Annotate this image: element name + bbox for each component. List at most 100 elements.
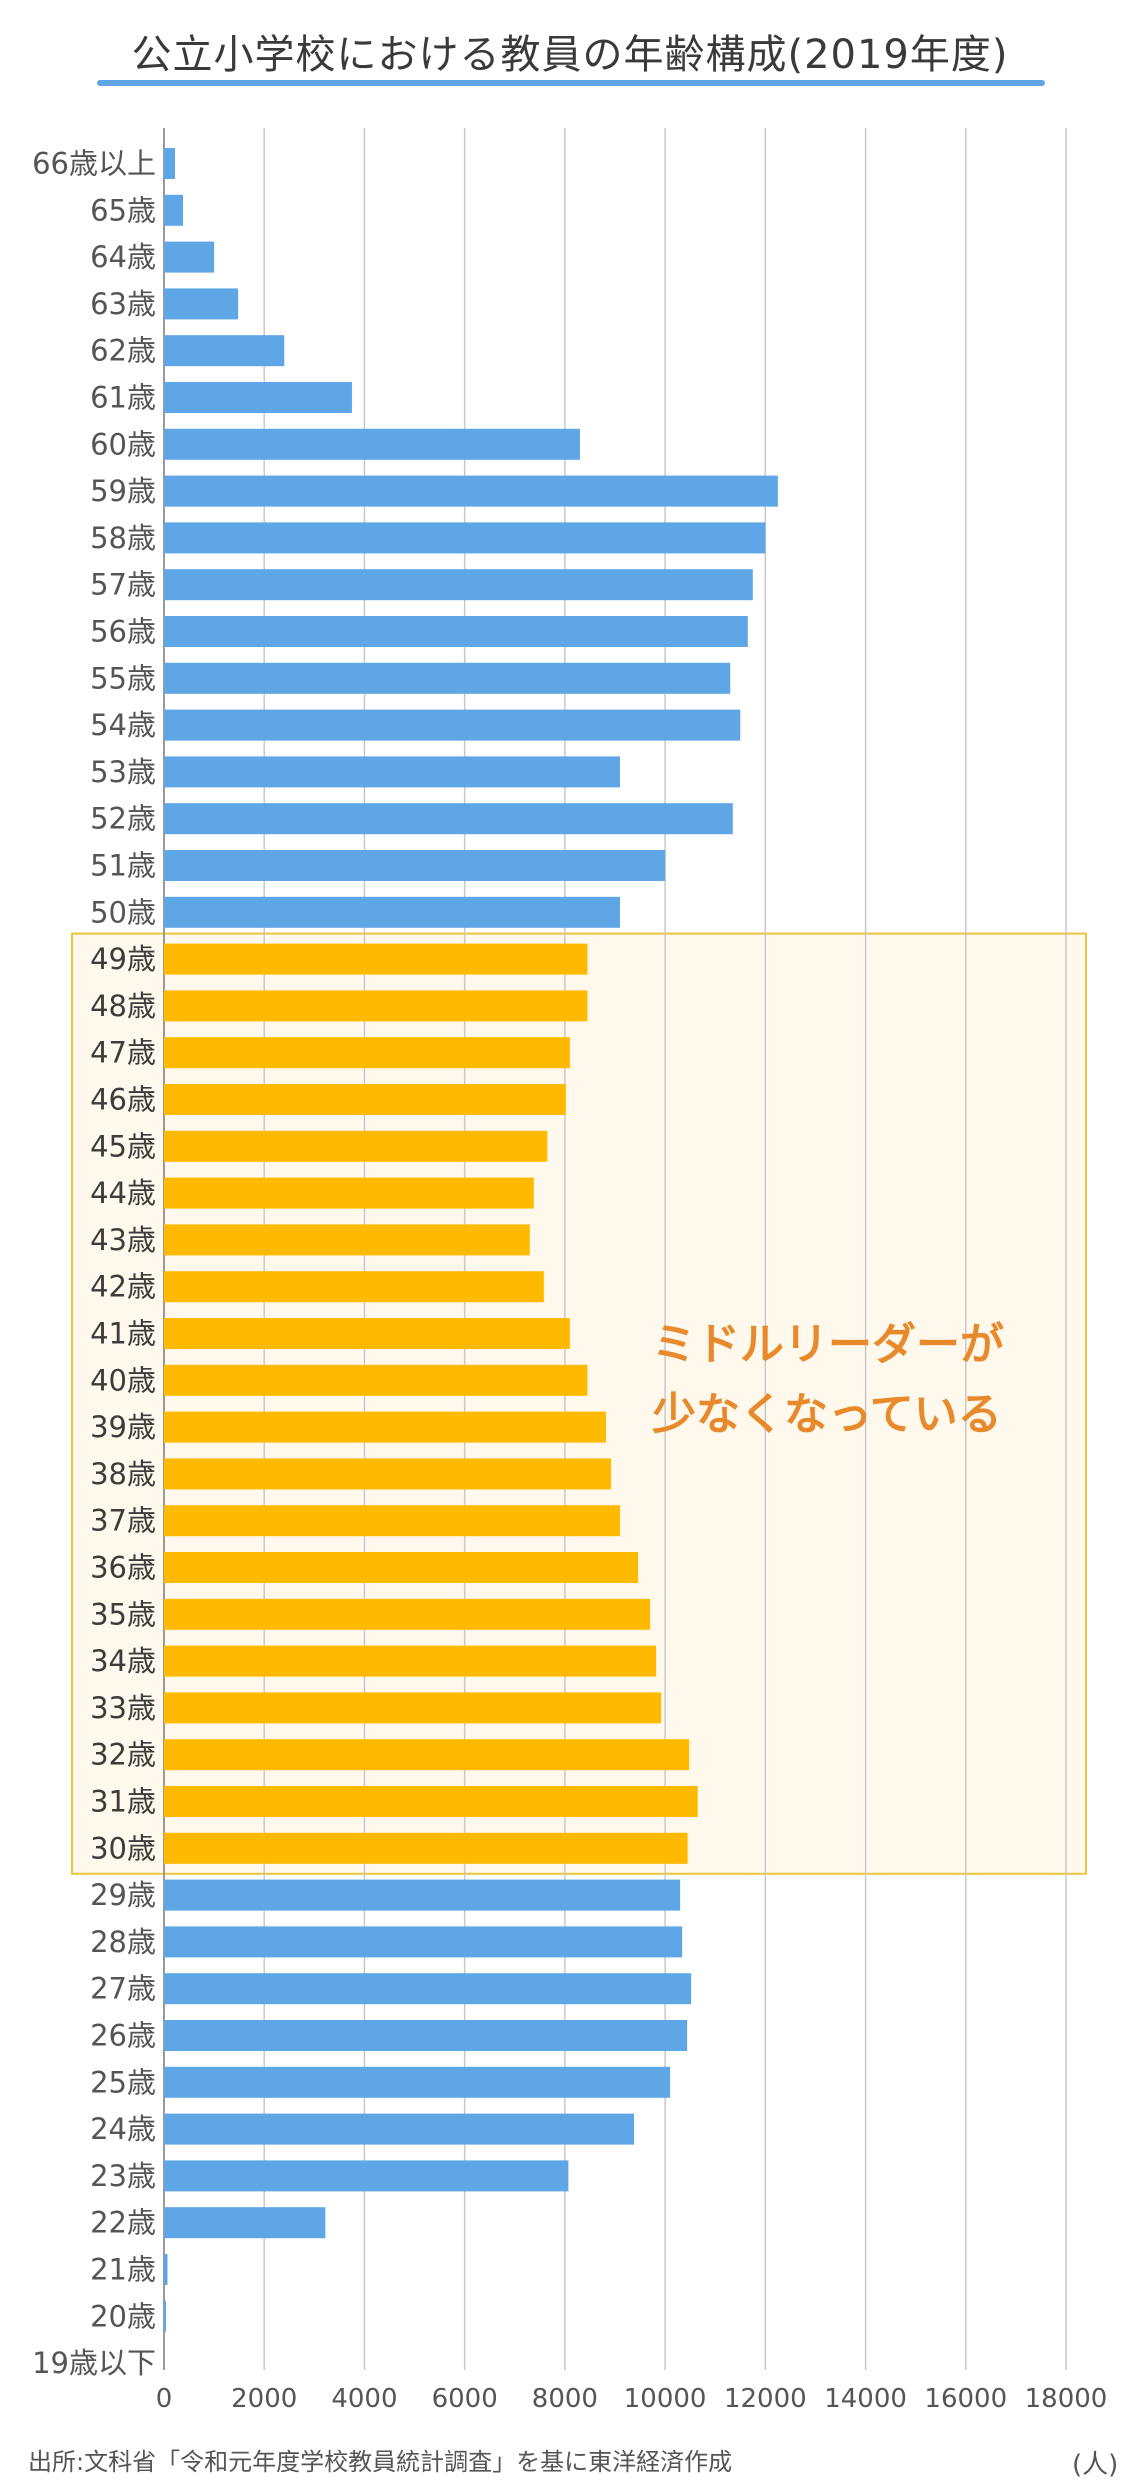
bar: [164, 1271, 544, 1303]
category-label: 56歳: [90, 615, 156, 649]
category-label: 66歳以上: [32, 147, 156, 181]
x-tick-label: 0: [156, 2384, 173, 2414]
category-label: 64歳: [90, 240, 156, 274]
bar: [164, 1739, 690, 1771]
bar: [164, 1037, 570, 1069]
category-label: 47歳: [90, 1036, 156, 1070]
category-label: 32歳: [90, 1738, 156, 1772]
bar: [164, 1973, 692, 2005]
bar: [164, 2160, 569, 2192]
category-label: 36歳: [90, 1551, 156, 1585]
bar: [164, 382, 352, 413]
bar: [164, 1224, 530, 1256]
bar: [164, 1645, 657, 1677]
bar: [164, 850, 666, 881]
annotation-text: ミドルリーダーが 少なくなっている: [652, 1310, 1112, 1450]
x-tick-labels: 0 2000 4000 6000 8000 10000 12000 14000 16000 180…: [156, 2384, 1108, 2414]
category-label: 37歳: [90, 1504, 156, 1538]
bar: [164, 990, 588, 1022]
x-tick-label: 18000: [1025, 2384, 1108, 2414]
category-label: 63歳: [90, 287, 156, 321]
category-label: 25歳: [90, 2065, 156, 2099]
annotation-line-1: ミドルリーダーが: [652, 1319, 1004, 1370]
bar: [164, 1879, 681, 1911]
category-label: 26歳: [90, 2019, 156, 2053]
category-label: 23歳: [90, 2159, 156, 2193]
category-label: 19歳以下: [32, 2346, 156, 2380]
category-label: 46歳: [90, 1083, 156, 1117]
bar: [164, 1598, 651, 1630]
category-label: 50歳: [90, 895, 156, 929]
category-label: 43歳: [90, 1223, 156, 1257]
bars: [164, 148, 778, 2332]
bar: [164, 1926, 683, 1958]
x-tick-label: 8000: [532, 2384, 598, 2414]
category-label: 59歳: [90, 474, 156, 508]
bar: [164, 1832, 688, 1864]
x-tick-label: 4000: [331, 2384, 397, 2414]
bar: [164, 522, 766, 554]
bar: [164, 1692, 662, 1724]
category-label: 49歳: [90, 942, 156, 976]
bar: [164, 2113, 635, 2145]
bar: [164, 803, 733, 835]
category-label: 30歳: [90, 1831, 156, 1865]
bar: [164, 1318, 570, 1349]
category-label: 27歳: [90, 1972, 156, 2006]
category-label: 38歳: [90, 1457, 156, 1491]
bar: [164, 1177, 534, 1209]
bar: [164, 1411, 606, 1443]
category-label: 54歳: [90, 708, 156, 742]
category-label: 34歳: [90, 1644, 156, 1678]
bar: [164, 288, 239, 320]
x-tick-label: 6000: [432, 2384, 498, 2414]
bar: [164, 709, 741, 741]
category-label: 28歳: [90, 1925, 156, 1959]
category-label: 65歳: [90, 193, 156, 227]
category-label: 57歳: [90, 568, 156, 602]
bar: [164, 2066, 671, 2098]
category-label: 31歳: [90, 1785, 156, 1819]
category-label: 60歳: [90, 427, 156, 461]
bar: [164, 2020, 688, 2051]
bar: [164, 1505, 621, 1537]
bar: [164, 1786, 698, 1817]
category-label: 33歳: [90, 1691, 156, 1725]
bar: [164, 335, 285, 367]
category-label: 62歳: [90, 334, 156, 368]
x-tick-label: 12000: [724, 2384, 807, 2414]
bar: [164, 1084, 566, 1115]
bar: [164, 1458, 611, 1490]
x-axis-unit: (人): [1072, 2450, 1119, 2480]
category-label: 44歳: [90, 1176, 156, 1210]
bar: [164, 616, 748, 647]
category-label: 35歳: [90, 1597, 156, 1631]
bar: [164, 241, 215, 273]
category-label: 22歳: [90, 2206, 156, 2240]
bar: [164, 2207, 326, 2239]
category-label: 24歳: [90, 2112, 156, 2146]
bar: [164, 569, 753, 601]
bar: [164, 1552, 639, 1583]
category-label: 55歳: [90, 661, 156, 695]
bar: [164, 148, 176, 179]
bar: [164, 2300, 166, 2332]
category-label: 21歳: [90, 2253, 156, 2287]
bar: [164, 194, 184, 226]
category-label: 45歳: [90, 1129, 156, 1163]
annotation-line-2: 少なくなっている: [652, 1389, 1002, 1440]
x-tick-label: 10000: [624, 2384, 707, 2414]
bar: [164, 896, 621, 928]
x-tick-label: 2000: [231, 2384, 297, 2414]
bar: [164, 662, 731, 694]
category-label: 52歳: [90, 802, 156, 836]
category-label: 20歳: [90, 2299, 156, 2333]
category-label: 58歳: [90, 521, 156, 555]
category-label: 39歳: [90, 1410, 156, 1444]
bar: [164, 1130, 548, 1162]
chart-title: 公立小学校における教員の年齢構成(2019年度): [131, 32, 1009, 78]
category-label: 61歳: [90, 381, 156, 415]
category-label: 29歳: [90, 1878, 156, 1912]
bar: [164, 1364, 588, 1396]
